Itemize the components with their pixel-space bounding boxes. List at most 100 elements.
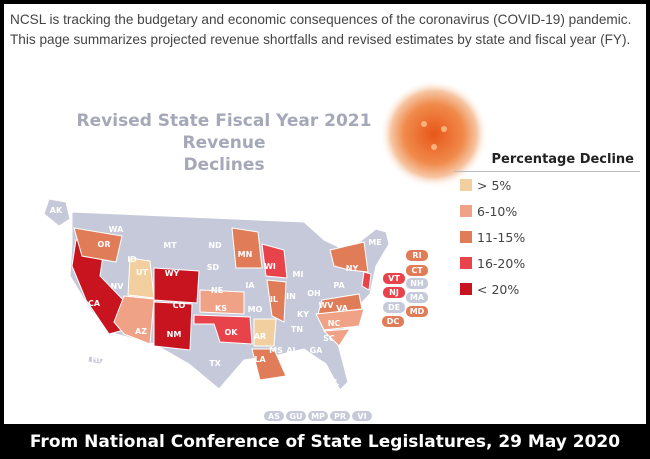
- small-state-badge-ma[interactable]: [406, 292, 428, 303]
- small-state-badge-nh[interactable]: [406, 278, 428, 289]
- state-ok[interactable]: [193, 314, 253, 345]
- state-label-or: OR: [98, 240, 111, 249]
- state-label-ny: NY: [346, 264, 359, 273]
- state-label-hi: HI: [91, 355, 101, 364]
- small-state-label-ct: CT: [411, 266, 423, 275]
- state-co[interactable]: [153, 267, 200, 304]
- state-label-nd: ND: [208, 241, 222, 250]
- us-map: AK WA OR CA NV ID MT WY UT AZ CO NM ND SD NE KS OK TX MN IA…: [43, 198, 428, 421]
- state-hi[interactable]: [87, 355, 105, 365]
- state-label-nv: NV: [111, 282, 125, 291]
- state-nc[interactable]: [315, 308, 365, 331]
- state-or[interactable]: [73, 227, 123, 263]
- state-az[interactable]: [113, 295, 155, 345]
- territory-badge-gu[interactable]: [286, 411, 306, 421]
- territory-badge-as[interactable]: [264, 411, 284, 421]
- small-state-badge-de[interactable]: [383, 302, 405, 313]
- small-state-badge-vt[interactable]: [383, 273, 405, 284]
- legend-item: < 20%: [454, 276, 640, 302]
- small-state-label-md: MD: [410, 307, 425, 316]
- small-state-label-dc: DC: [387, 317, 400, 326]
- state-label-mo: MO: [248, 305, 263, 314]
- state-label-ne: NE: [211, 286, 223, 295]
- state-label-pa: PA: [333, 281, 345, 290]
- state-ks[interactable]: [199, 289, 245, 315]
- legend-swatch: [460, 283, 472, 295]
- state-label-ga: GA: [310, 346, 324, 355]
- legend-label: 11-15%: [477, 229, 526, 245]
- legend-label: > 5%: [477, 177, 512, 193]
- state-label-wy: WY: [165, 269, 180, 278]
- territory-badge-vi[interactable]: [352, 411, 372, 421]
- intro-paragraph: NCSL is tracking the budgetary and econo…: [10, 12, 632, 47]
- state-nm[interactable]: [153, 301, 193, 351]
- state-label-az: AZ: [135, 327, 147, 336]
- legend-label: < 20%: [477, 281, 520, 297]
- state-label-mt: MT: [163, 241, 177, 250]
- territory-badge-mp[interactable]: [308, 411, 328, 421]
- state-label-ca: CA: [88, 299, 101, 308]
- small-state-label-nh: NH: [410, 279, 423, 288]
- small-state-label-de: DE: [388, 303, 400, 312]
- map-title-line1: Revised State Fiscal Year 2021 Revenue: [76, 111, 372, 153]
- legend-item: 16-20%: [454, 250, 640, 276]
- legend-title: Percentage Decline: [454, 152, 640, 172]
- state-wi[interactable]: [261, 243, 288, 279]
- legend-label: 6-10%: [477, 203, 518, 219]
- legend-item: > 5%: [454, 172, 640, 198]
- state-label-tx: TX: [209, 359, 221, 368]
- state-label-mn: MN: [238, 250, 253, 259]
- small-state-badge-md[interactable]: [406, 306, 428, 317]
- state-label-al: AL: [286, 346, 297, 355]
- page-content: NCSL is tracking the budgetary and econo…: [4, 4, 646, 424]
- state-label-la: LA: [254, 355, 266, 364]
- state-nj[interactable]: [361, 271, 372, 291]
- state-la[interactable]: [251, 348, 287, 381]
- state-ar[interactable]: [253, 318, 277, 347]
- state-label-oh: OH: [307, 289, 321, 298]
- small-state-label-ri: RI: [412, 251, 421, 260]
- legend: Percentage Decline > 5% 6-10% 11-15% 16-20%…: [454, 152, 640, 302]
- territory-badge-pr[interactable]: [330, 411, 350, 421]
- territory-label-gu: GU: [289, 412, 302, 421]
- state-label-ks: KS: [215, 304, 227, 313]
- state-il[interactable]: [266, 279, 287, 323]
- legend-item: 6-10%: [454, 198, 640, 224]
- state-label-sc: SC: [323, 334, 335, 343]
- virus-image: [380, 80, 488, 188]
- map-title-line2: Declines: [183, 155, 265, 175]
- legend-label: 16-20%: [477, 255, 526, 271]
- legend-swatch: [460, 257, 472, 269]
- small-state-badge-nj[interactable]: [383, 287, 405, 298]
- state-label-il: IL: [270, 295, 278, 304]
- state-label-nm: NM: [167, 330, 182, 339]
- state-label-me: ME: [368, 238, 381, 247]
- state-ak[interactable]: [43, 198, 71, 227]
- territory-label-mp: MP: [311, 412, 325, 421]
- state-label-ms: MS: [269, 346, 283, 355]
- state-ny[interactable]: [329, 241, 369, 273]
- state-label-wv: WV: [318, 301, 334, 310]
- state-label-va: VA: [336, 304, 349, 313]
- state-sc[interactable]: [322, 328, 351, 347]
- state-label-in: IN: [286, 292, 296, 301]
- state-label-fl: FL: [329, 378, 340, 387]
- territory-label-vi: VI: [357, 412, 366, 421]
- state-label-ut: UT: [136, 268, 148, 277]
- state-label-mi: MI: [293, 270, 304, 279]
- state-label-id: ID: [127, 255, 137, 264]
- state-label-nc: NC: [328, 319, 341, 328]
- state-label-wi: WI: [264, 262, 276, 271]
- state-label-tn: TN: [291, 325, 303, 334]
- legend-swatch: [460, 205, 472, 217]
- small-state-badge-dc[interactable]: [382, 316, 404, 327]
- state-label-wa: WA: [109, 225, 124, 234]
- legend-swatch: [460, 179, 472, 191]
- state-ut[interactable]: [127, 257, 155, 299]
- state-label-ak: AK: [50, 206, 63, 215]
- small-state-badge-ct[interactable]: [406, 265, 428, 276]
- small-state-badge-ri[interactable]: [406, 250, 428, 261]
- state-mn[interactable]: [231, 227, 263, 269]
- state-label-ok: OK: [225, 328, 239, 337]
